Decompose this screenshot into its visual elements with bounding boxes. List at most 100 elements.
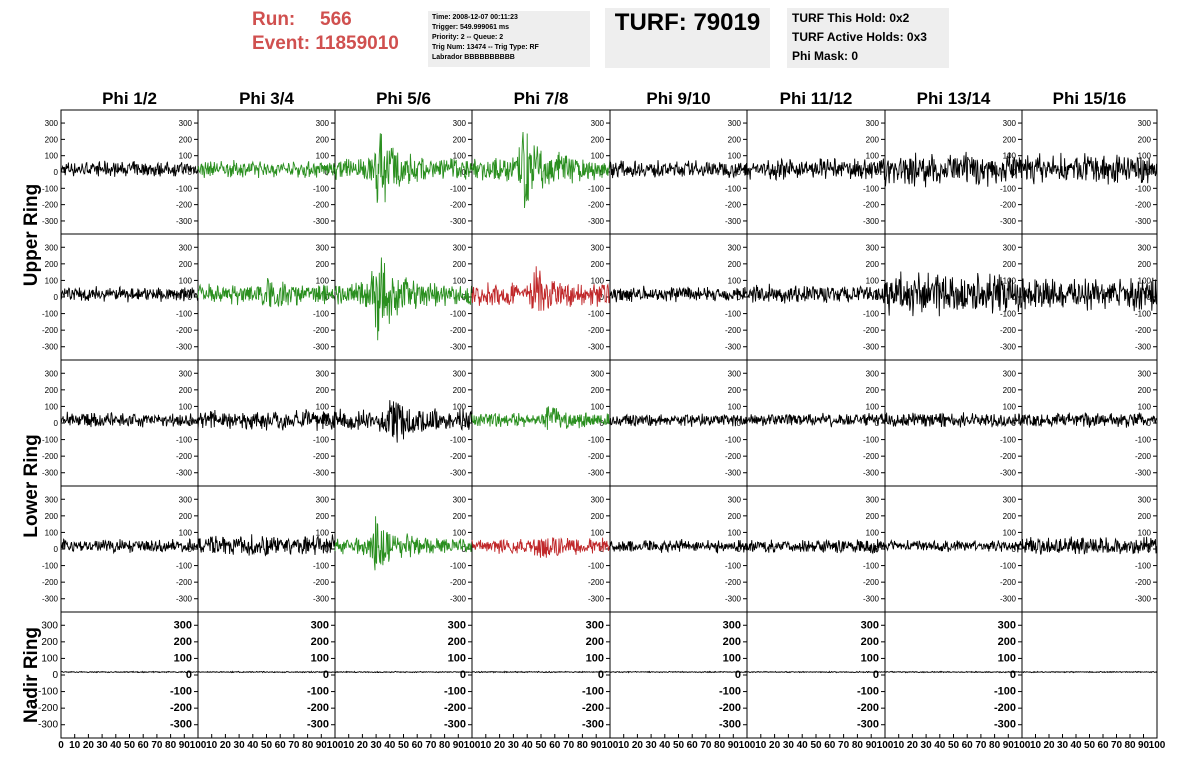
- y-tick-label: -300: [450, 469, 467, 478]
- y-tick-label: -100: [725, 562, 742, 571]
- waveform-trace: [197, 670, 336, 674]
- y-tick-label: -100: [863, 310, 880, 319]
- waveform-trace: [1021, 412, 1158, 428]
- y-tick-label: 0: [735, 669, 741, 681]
- x-tick-label: 30: [646, 740, 658, 751]
- x-tick-label: 90: [591, 740, 603, 751]
- y-tick-label: 300: [453, 369, 467, 378]
- y-tick-label: 0: [54, 293, 59, 302]
- y-tick-label: 100: [586, 652, 604, 664]
- y-tick-label: -300: [176, 595, 193, 604]
- y-tick-label: 100: [45, 528, 59, 537]
- waveform-trace: [334, 133, 473, 203]
- y-tick-label: -300: [42, 343, 59, 352]
- y-tick-label: 100: [1138, 528, 1152, 537]
- y-tick-label: 200: [45, 260, 59, 269]
- y-tick-label: -200: [42, 452, 59, 461]
- y-tick-label: -100: [857, 686, 879, 698]
- y-tick-label: 0: [737, 168, 742, 177]
- x-tick-label: 10: [618, 740, 630, 751]
- y-tick-label: 0: [54, 545, 59, 554]
- x-tick-label: 10: [343, 740, 355, 751]
- y-tick-label: 300: [179, 369, 193, 378]
- x-tick-label: 70: [563, 740, 575, 751]
- info-trigger: Trigger: 549.999061 ms: [432, 24, 510, 31]
- x-tick-label: 30: [508, 740, 520, 751]
- y-tick-label: -200: [313, 578, 330, 587]
- y-tick-label: 300: [179, 243, 193, 252]
- y-tick-label: 100: [316, 276, 330, 285]
- y-tick-label: -200: [725, 578, 742, 587]
- y-tick-label: -300: [176, 469, 193, 478]
- y-tick-label: 100: [591, 402, 605, 411]
- y-tick-label: -100: [1135, 310, 1152, 319]
- x-tick-label: 40: [1070, 740, 1082, 751]
- y-tick-label: 100: [866, 528, 880, 537]
- y-tick-label: -200: [588, 326, 605, 335]
- x-tick-label: 50: [810, 740, 822, 751]
- x-tick-label: 70: [288, 740, 300, 751]
- x-tick-label: 60: [275, 740, 287, 751]
- y-tick-label: 100: [174, 652, 192, 664]
- x-tick-label: 40: [522, 740, 534, 751]
- y-tick-label: -200: [42, 201, 59, 210]
- y-tick-label: 200: [1138, 512, 1152, 521]
- waveform-trace: [746, 157, 886, 182]
- y-tick-label: -300: [1000, 469, 1017, 478]
- y-tick-label: -300: [1000, 595, 1017, 604]
- y-tick-label: 100: [998, 652, 1016, 664]
- x-tick-label: 70: [425, 740, 437, 751]
- y-tick-label: -100: [176, 436, 193, 445]
- y-tick-label: 300: [41, 620, 58, 631]
- y-tick-label: -100: [588, 184, 605, 193]
- y-tick-label: -200: [1135, 452, 1152, 461]
- y-tick-label: 100: [179, 402, 193, 411]
- y-tick-label: 300: [453, 119, 467, 128]
- y-tick-label: 300: [316, 119, 330, 128]
- y-tick-label: 300: [448, 619, 466, 631]
- y-tick-label: 100: [728, 152, 742, 161]
- waveform-trace: [334, 670, 473, 674]
- waveform-trace: [1021, 536, 1158, 555]
- y-tick-label: 0: [875, 168, 880, 177]
- x-tick-label: 100: [190, 740, 207, 751]
- y-tick-label: -100: [313, 436, 330, 445]
- x-tick-label: 10: [206, 740, 218, 751]
- y-tick-label: -200: [176, 326, 193, 335]
- x-tick-label: 30: [1057, 740, 1069, 751]
- y-tick-label: -100: [307, 686, 329, 698]
- turf-box: TURF: 79019: [605, 8, 770, 68]
- x-tick-label: 60: [1097, 740, 1109, 751]
- y-tick-label: 100: [866, 402, 880, 411]
- x-tick-label: 40: [797, 740, 809, 751]
- y-tick-label: 0: [1147, 419, 1152, 428]
- y-tick-label: 200: [723, 636, 741, 648]
- waveform-trace: [746, 538, 886, 555]
- y-tick-label: 300: [866, 495, 880, 504]
- y-tick-label: -100: [42, 184, 59, 193]
- y-tick-label: -200: [450, 326, 467, 335]
- y-tick-label: -300: [588, 595, 605, 604]
- trigger-info-box: Time: 2008-12-07 00:11:23 Trigger: 549.9…: [428, 11, 590, 67]
- waveform-trace: [884, 271, 1023, 317]
- y-tick-label: 200: [453, 512, 467, 521]
- y-tick-label: -200: [1000, 326, 1017, 335]
- y-tick-label: 200: [591, 386, 605, 395]
- y-tick-label: 300: [586, 619, 604, 631]
- y-tick-label: 0: [598, 669, 604, 681]
- x-tick-label: 40: [384, 740, 396, 751]
- run-label: Run:: [252, 9, 296, 30]
- y-tick-label: -300: [1135, 217, 1152, 226]
- x-tick-label: 80: [302, 740, 314, 751]
- y-tick-label: 200: [866, 512, 880, 521]
- x-tick-label: 100: [327, 740, 344, 751]
- y-tick-label: -100: [582, 686, 604, 698]
- x-tick-label: 50: [1084, 740, 1096, 751]
- waveform-trace: [334, 516, 473, 571]
- x-tick-label: 60: [687, 740, 699, 751]
- y-tick-label: 200: [728, 135, 742, 144]
- column-title: Phi 3/4: [239, 89, 294, 108]
- x-tick-label: 20: [220, 740, 232, 751]
- y-tick-label: 100: [45, 152, 59, 161]
- y-tick-label: -300: [42, 595, 59, 604]
